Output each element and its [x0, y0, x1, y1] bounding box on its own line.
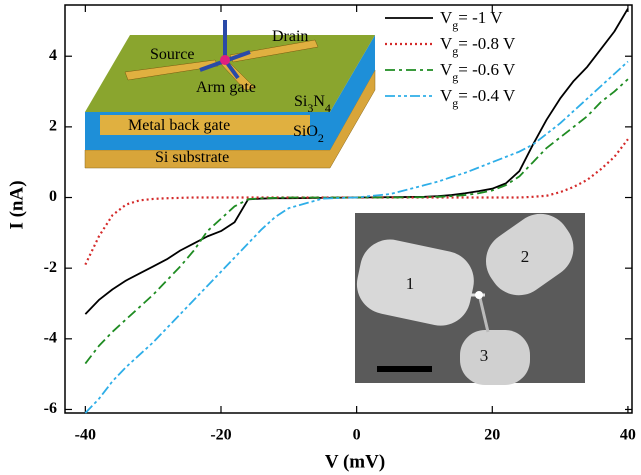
x-tick-label: 20 [484, 427, 500, 444]
electrode [460, 330, 530, 385]
x-tick-label: 0 [353, 427, 361, 444]
dot [475, 291, 483, 299]
schematic-label: Arm gate [196, 79, 256, 96]
x-tick-label: -20 [210, 427, 231, 444]
y-tick-label: -2 [44, 259, 57, 276]
y-tick-label: 2 [49, 118, 57, 135]
y-axis-label: I (nA) [6, 180, 27, 229]
schematic-label: Drain [272, 28, 308, 45]
schematic-label: Si substrate [155, 149, 229, 166]
legend-label: Vg= -0.6 V [440, 60, 516, 84]
electrode-label: 1 [406, 274, 415, 293]
legend-label: Vg= -0.4 V [440, 86, 516, 110]
electrode-label: 2 [521, 247, 530, 266]
micrograph-inset: 1 2 3 [351, 202, 585, 385]
chart: V (mV) I (nA) -40-2002040-6-4-2024 Sourc… [0, 0, 641, 475]
y-tick-label: 0 [49, 188, 57, 205]
legend-label: Vg= -0.8 V [440, 34, 516, 58]
schematic-label: Metal back gate [128, 117, 230, 134]
y-tick-label: -4 [44, 329, 57, 346]
x-axis-label: V (mV) [325, 451, 385, 472]
legend-label: Vg= -1 V [440, 8, 503, 32]
electrode-label: 3 [480, 346, 489, 365]
y-tick-label: 4 [49, 47, 57, 64]
dot [220, 55, 230, 65]
scale-bar [377, 366, 432, 372]
x-tick-label: 40 [620, 427, 636, 444]
x-tick-label: -40 [75, 427, 96, 444]
schematic-label: Source [150, 46, 194, 63]
y-tick-label: -6 [44, 400, 57, 417]
